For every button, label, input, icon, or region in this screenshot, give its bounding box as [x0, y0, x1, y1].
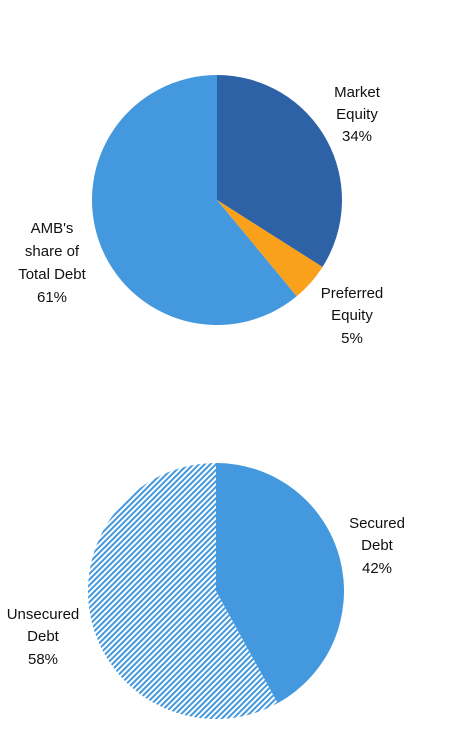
label-line: Market [334, 84, 381, 101]
label-value: 61% [37, 289, 67, 306]
pie-slice-unsecured-debt [88, 463, 278, 719]
label-line: AMB's [31, 220, 74, 237]
debt-pie-chart [88, 463, 345, 719]
label-value: 58% [28, 651, 58, 668]
label-line: Debt [361, 537, 394, 554]
label-line: Equity [336, 106, 378, 123]
slice-label-unsecured-debt: Unsecured Debt 58% [7, 606, 80, 668]
label-line: Debt [27, 628, 60, 645]
label-value: 34% [342, 128, 372, 145]
label-line: share of [25, 243, 80, 260]
label-line: Equity [331, 307, 373, 324]
pie-slice-market-equity [217, 75, 343, 267]
slice-label-market-equity: Market Equity 34% [334, 84, 381, 145]
pie-slice-preferred-equity [217, 200, 323, 297]
slice-label-preferred-equity: Preferred Equity 5% [321, 285, 384, 347]
slice-label-secured-debt: Secured Debt 42% [349, 515, 405, 577]
label-value: 5% [341, 330, 363, 347]
pie-slice-secured-debt [216, 463, 345, 704]
label-line: Preferred [321, 285, 384, 302]
slice-label-amb-share-of-total-debt: AMB's share of Total Debt 61% [18, 220, 86, 306]
label-line: Total Debt [18, 266, 86, 283]
label-line: Secured [349, 515, 405, 532]
label-line: Unsecured [7, 606, 80, 623]
pie-slice-amb-share-of-total-debt [91, 74, 297, 325]
capitalization-pie-chart [91, 74, 343, 325]
label-value: 42% [362, 560, 392, 577]
